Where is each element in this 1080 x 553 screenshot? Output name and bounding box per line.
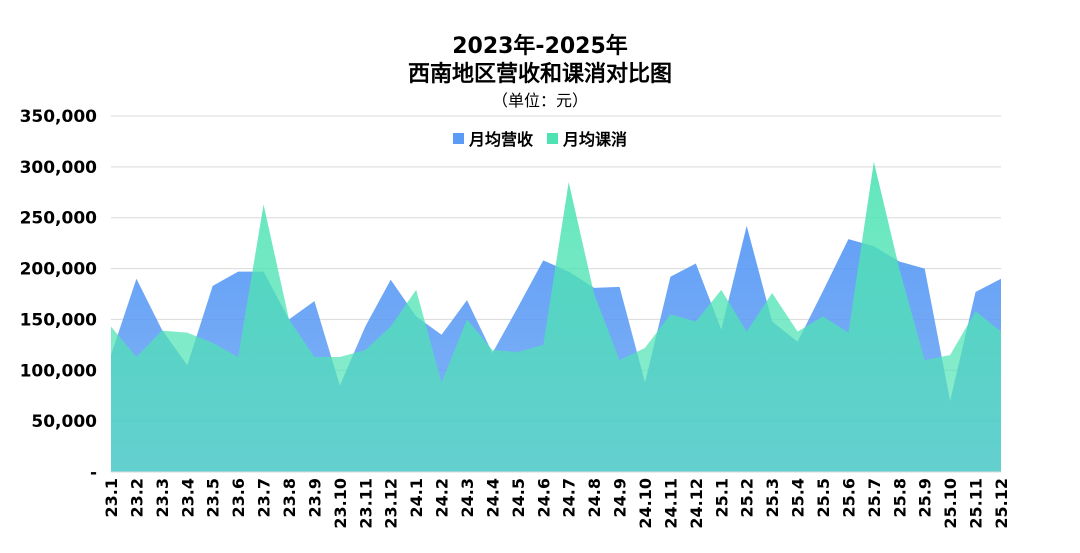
chart-title-line1: 2023年-2025年	[452, 34, 628, 59]
x-tick-label: 23.7	[255, 478, 274, 517]
legend: 月均营收 月均课消	[0, 126, 1080, 150]
x-tick-label: 24.9	[611, 478, 630, 517]
y-tick-label: 50,000	[31, 412, 97, 432]
x-tick-label: 24.2	[433, 478, 452, 517]
x-tick-label: 25.11	[967, 478, 986, 529]
x-tick-label: 25.2	[738, 478, 757, 517]
x-tick-label: 23.10	[331, 478, 350, 529]
legend-swatch-revenue	[452, 132, 464, 144]
x-tick-label: 24.5	[509, 478, 528, 517]
x-tick-label: 25.7	[865, 478, 884, 517]
x-tick-label: 25.12	[992, 478, 1011, 529]
y-tick-label: -	[90, 463, 97, 483]
x-tick-label: 23.12	[382, 478, 401, 529]
legend-item-consumption: 月均课消	[547, 126, 627, 150]
legend-swatch-consumption	[547, 132, 558, 144]
x-tick-label: 25.6	[839, 478, 858, 517]
x-tick-label: 24.3	[458, 478, 477, 517]
x-tick-label: 23.2	[127, 478, 146, 517]
chart-title-line2: 西南地区营收和课消对比图	[407, 62, 672, 87]
x-tick-label: 23.8	[280, 478, 299, 517]
x-tick-label: 24.7	[560, 478, 579, 517]
area-series-consumption	[111, 161, 1001, 472]
x-tick-label: 25.3	[763, 478, 782, 517]
x-tick-label: 24.4	[483, 478, 502, 517]
x-tick-label: 23.1	[102, 478, 121, 517]
y-tick-label: 250,000	[20, 209, 98, 229]
x-tick-label: 23.6	[229, 478, 248, 517]
x-tick-label: 25.4	[789, 478, 808, 517]
x-tick-label: 23.11	[356, 478, 375, 529]
x-tick-label: 23.5	[204, 478, 223, 517]
x-tick-label: 23.3	[153, 478, 172, 517]
x-tick-label: 25.5	[814, 478, 833, 517]
y-tick-label: 100,000	[20, 361, 98, 381]
x-tick-label: 24.12	[687, 478, 706, 529]
legend-item-revenue: 月均营收	[452, 126, 533, 150]
y-tick-label: 150,000	[20, 310, 98, 330]
x-tick-label: 25.1	[712, 478, 731, 517]
x-tick-label: 23.9	[305, 478, 324, 517]
chart-subtitle: （单位：元）	[491, 91, 588, 110]
y-tick-label: 350,000	[20, 107, 98, 127]
x-tick-label: 24.11	[661, 478, 680, 529]
legend-label-consumption: 月均课消	[563, 130, 628, 149]
y-tick-label: 300,000	[20, 158, 98, 178]
x-tick-label: 24.8	[585, 478, 604, 517]
y-tick-label: 200,000	[20, 260, 98, 280]
x-tick-label: 25.10	[941, 478, 960, 529]
x-tick-label: 24.6	[534, 478, 553, 517]
x-tick-label: 23.4	[178, 478, 197, 517]
x-tick-label: 24.1	[407, 478, 426, 517]
x-tick-label: 25.8	[890, 478, 909, 517]
legend-label-revenue: 月均营收	[468, 130, 533, 149]
x-tick-label: 24.10	[636, 478, 655, 529]
x-tick-label: 25.9	[916, 478, 935, 517]
